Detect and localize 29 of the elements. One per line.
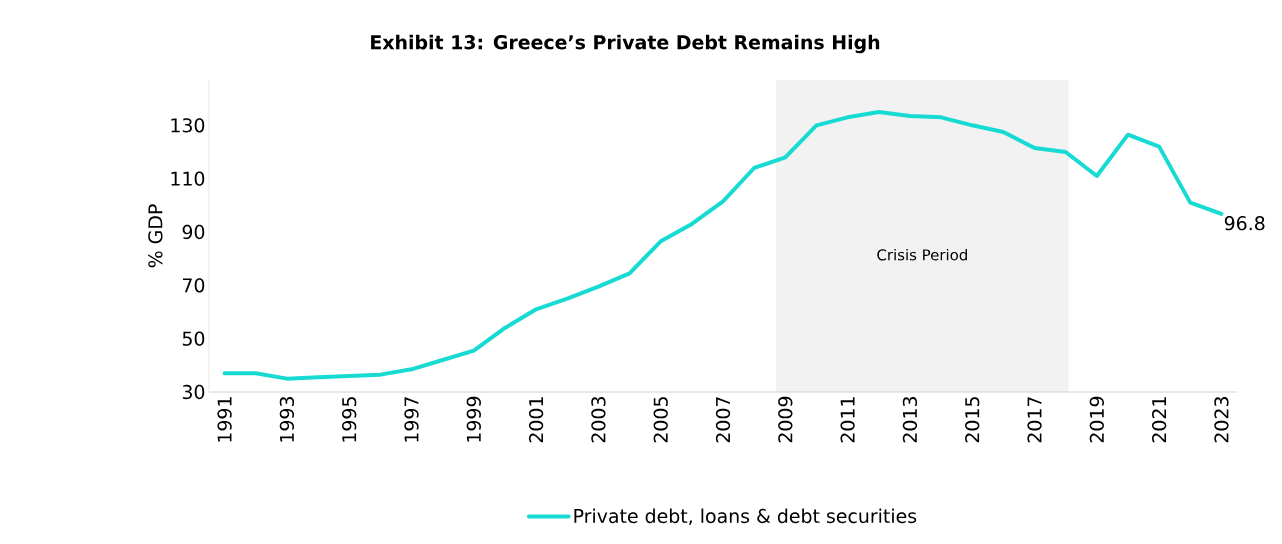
x-tick-label: 2009 [778, 396, 793, 443]
y-tick-label: 70 [182, 278, 205, 293]
x-tick-label: 2005 [653, 397, 668, 443]
x-tick-label: 2017 [1027, 397, 1042, 443]
y-tick-label: 50 [182, 331, 205, 346]
band-label: Crisis Period [877, 248, 967, 261]
x-tick-label: 2019 [1089, 396, 1104, 443]
x-tick-label: 1999 [466, 396, 481, 442]
x-tick-label: 2007 [715, 397, 731, 443]
x-tick-label: 2003 [591, 397, 606, 443]
y-tick-label: 110 [171, 171, 205, 186]
data-label: 96.8 [1224, 216, 1265, 231]
x-tick-label: 1997 [404, 397, 419, 442]
y-tick-label: 30 [182, 384, 205, 400]
x-tick-label: 2021 [1151, 397, 1167, 443]
x-tick-label: 1995 [342, 397, 357, 442]
legend-label: Private debt, loans & debt securities [574, 508, 917, 526]
y-tick-label: 90 [182, 224, 205, 240]
x-tick-label: 2015 [965, 397, 980, 443]
y-axis-title: % GDP [148, 204, 163, 268]
chart-title: Exhibit 13: Greece’s Private Debt Remains High [371, 34, 880, 54]
line-series [222, 109, 1224, 381]
x-tick-label: 2011 [840, 397, 855, 443]
x-tick-label: 2013 [902, 397, 918, 443]
y-tick-label: 130 [171, 118, 205, 133]
x-tick-label: 1991 [217, 397, 232, 442]
x-tick-label: 2023 [1214, 397, 1229, 443]
x-tick-label: 2001 [528, 397, 544, 443]
x-tick-label: 1993 [279, 397, 295, 442]
